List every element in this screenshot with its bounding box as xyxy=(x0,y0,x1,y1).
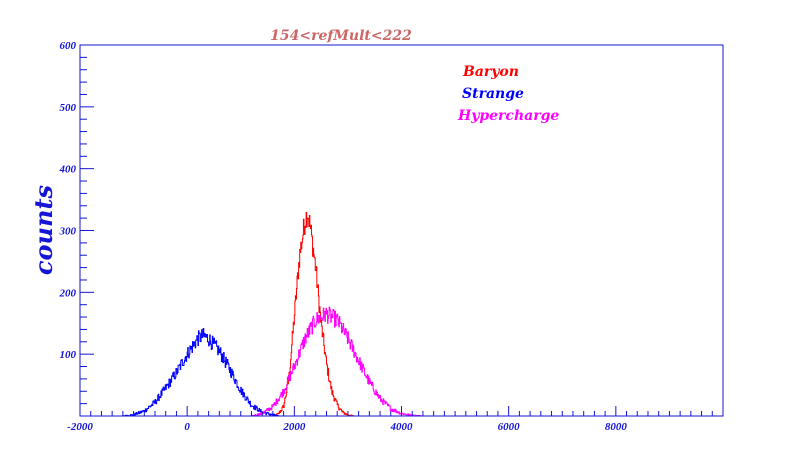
y-tick-label: 400 xyxy=(59,164,77,176)
x-tick-label: 4000 xyxy=(390,421,414,433)
x-tick-label: 6000 xyxy=(498,421,521,433)
y-tick-label: 200 xyxy=(59,287,77,299)
series-strange-line xyxy=(122,327,279,417)
chart-title: 154<refMult<222 xyxy=(270,28,412,44)
plot-frame xyxy=(79,44,724,417)
x-tick-label: -2000 xyxy=(67,421,93,433)
y-tick-label: 300 xyxy=(59,226,77,238)
series-hypercharge-line xyxy=(250,306,424,417)
x-tick-label: 8000 xyxy=(605,421,628,433)
series-layer xyxy=(122,212,424,417)
series-baryon-line xyxy=(272,212,354,417)
y-axis-label: counts xyxy=(29,184,58,275)
x-tick-label: 0 xyxy=(184,421,190,433)
legend-entry-hypercharge: Hypercharge xyxy=(457,108,559,124)
legend-entry-strange: Strange xyxy=(462,86,524,102)
legend-entry-baryon: Baryon xyxy=(462,64,519,80)
y-tick-label: 100 xyxy=(60,349,77,361)
x-tick-label: 2000 xyxy=(282,421,306,433)
legend: Baryon Strange Hypercharge xyxy=(457,64,559,124)
y-tick-label: 500 xyxy=(60,102,77,114)
y-tick-label: 600 xyxy=(60,40,77,52)
axis-layer: -2000 0 2000 4000 6000 8000 100 200 300 400 500 600 xyxy=(59,40,724,433)
